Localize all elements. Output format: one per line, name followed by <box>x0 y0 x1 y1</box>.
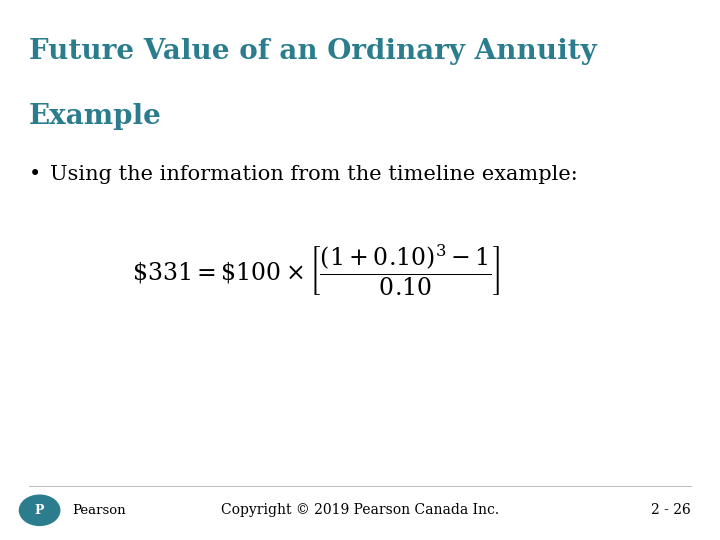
Text: Copyright © 2019 Pearson Canada Inc.: Copyright © 2019 Pearson Canada Inc. <box>221 503 499 517</box>
Text: Pearson: Pearson <box>72 504 125 517</box>
Text: 2 - 26: 2 - 26 <box>652 503 691 517</box>
Text: $\$331 = \$100 \times \left[ \dfrac{(1+0.10)^{3}-1}{0.10} \right]$: $\$331 = \$100 \times \left[ \dfrac{(1+0… <box>132 242 501 298</box>
Text: Example: Example <box>29 103 162 130</box>
Circle shape <box>19 495 60 525</box>
Text: P: P <box>35 504 45 517</box>
Text: Future Value of an Ordinary Annuity: Future Value of an Ordinary Annuity <box>29 38 597 65</box>
Text: •: • <box>29 165 41 184</box>
Text: Using the information from the timeline example:: Using the information from the timeline … <box>50 165 578 184</box>
